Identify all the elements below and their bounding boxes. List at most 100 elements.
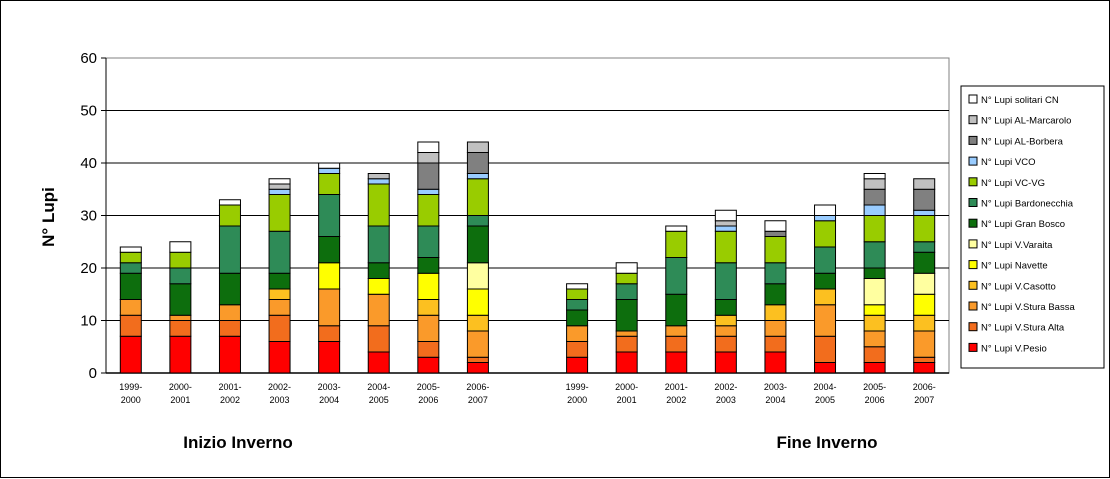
bar-segment-inizio-4-s2 bbox=[318, 288, 341, 327]
x-tick-label: 2000- bbox=[169, 382, 192, 392]
bar-segment-fine-4-s2 bbox=[764, 320, 787, 337]
x-tick-label: 2004- bbox=[814, 382, 837, 392]
legend-swatch bbox=[968, 156, 978, 166]
bar-segment-fine-7-s10 bbox=[913, 188, 936, 211]
bar-segment-inizio-7-s1 bbox=[466, 356, 489, 363]
bar-segment-fine-4-s1 bbox=[764, 335, 787, 353]
bar-segment-fine-6-s9 bbox=[863, 204, 886, 216]
bar-segment-inizio-1-s0 bbox=[169, 335, 192, 374]
bar-segment-fine-2-s12 bbox=[665, 225, 688, 232]
bar-segment-fine-0-s12 bbox=[566, 283, 589, 290]
bar-segment-fine-3-s2 bbox=[714, 325, 737, 337]
bar-segment-inizio-6-s8 bbox=[417, 194, 440, 227]
bar-segment-fine-5-s2 bbox=[814, 304, 837, 337]
bar-segment-fine-1-s7 bbox=[615, 283, 638, 300]
bar-segment-inizio-6-s1 bbox=[417, 341, 440, 358]
bar-segment-inizio-1-s8 bbox=[169, 251, 192, 269]
x-tick-label: 2006- bbox=[466, 382, 489, 392]
x-tick-label: 2000 bbox=[567, 395, 587, 405]
legend-swatch bbox=[968, 177, 978, 187]
bar-segment-inizio-4-s4 bbox=[318, 262, 341, 290]
bar-segment-fine-1-s8 bbox=[615, 272, 638, 285]
bar-segment-fine-3-s3 bbox=[714, 314, 737, 327]
group-label-inizio-inverno: Inizio Inverno bbox=[183, 433, 293, 452]
bar-segment-inizio-7-s8 bbox=[466, 178, 489, 216]
bar-segment-fine-7-s7 bbox=[913, 241, 936, 253]
bar-segment-inizio-5-s11 bbox=[367, 173, 390, 180]
bar-segment-fine-1-s12 bbox=[615, 262, 638, 274]
x-tick-label: 2006 bbox=[865, 395, 885, 405]
legend-label: N° Lupi V.Pesio bbox=[981, 343, 1047, 354]
x-tick-label: 1999- bbox=[119, 382, 142, 392]
bar-segment-inizio-3-s6 bbox=[268, 272, 291, 290]
bar-segment-fine-0-s2 bbox=[566, 325, 589, 342]
bar-segment-fine-7-s6 bbox=[913, 251, 936, 274]
bar-segment-fine-0-s8 bbox=[566, 288, 589, 300]
bar-segment-fine-4-s12 bbox=[764, 220, 787, 232]
bar-segment-fine-6-s4 bbox=[863, 304, 886, 316]
bar-segment-inizio-7-s11 bbox=[466, 141, 489, 153]
x-tick-label: 2002 bbox=[666, 395, 686, 405]
legend-swatch bbox=[968, 239, 978, 249]
bar-segment-inizio-0-s7 bbox=[119, 262, 142, 274]
bar-segment-fine-1-s1 bbox=[615, 335, 638, 353]
x-tick-label: 2001 bbox=[617, 395, 637, 405]
bar-segment-inizio-0-s2 bbox=[119, 299, 142, 316]
bar-segment-inizio-3-s3 bbox=[268, 288, 291, 300]
bar-segment-fine-2-s1 bbox=[665, 335, 688, 353]
bar-segment-inizio-5-s7 bbox=[367, 225, 390, 264]
bar-segment-inizio-0-s8 bbox=[119, 251, 142, 264]
bar-segment-fine-5-s7 bbox=[814, 246, 837, 274]
bar-segment-inizio-5-s6 bbox=[367, 262, 390, 279]
bar-segment-inizio-6-s12 bbox=[417, 141, 440, 153]
x-tick-label: 2006- bbox=[913, 382, 936, 392]
bar-segment-inizio-0-s1 bbox=[119, 314, 142, 337]
bar-segment-inizio-6-s3 bbox=[417, 299, 440, 316]
bar-segment-fine-1-s2 bbox=[615, 330, 638, 337]
x-tick-label: 2003- bbox=[318, 382, 341, 392]
legend-swatch bbox=[968, 115, 978, 125]
bar-segment-inizio-0-s6 bbox=[119, 272, 142, 300]
legend-label: N° Lupi VC-VG bbox=[981, 178, 1045, 189]
bar-segment-fine-5-s9 bbox=[814, 215, 837, 222]
bar-segment-fine-3-s7 bbox=[714, 262, 737, 300]
bar-segment-inizio-7-s6 bbox=[466, 225, 489, 264]
bar-segment-fine-7-s9 bbox=[913, 209, 936, 216]
bar-segment-fine-7-s11 bbox=[913, 178, 936, 190]
bar-segment-fine-6-s3 bbox=[863, 314, 886, 332]
bar-segment-inizio-1-s6 bbox=[169, 283, 192, 316]
bar-segment-inizio-3-s9 bbox=[268, 188, 291, 195]
legend-swatch bbox=[968, 94, 978, 104]
bar-segment-fine-5-s0 bbox=[814, 362, 837, 374]
bar-segment-inizio-1-s7 bbox=[169, 267, 192, 285]
bar-segment-inizio-6-s9 bbox=[417, 188, 440, 195]
bar-segment-inizio-0-s0 bbox=[119, 335, 142, 374]
bar-segment-inizio-7-s9 bbox=[466, 173, 489, 180]
x-tick-label: 1999- bbox=[566, 382, 589, 392]
bar-segment-fine-4-s10 bbox=[764, 230, 787, 237]
bar-segment-inizio-7-s10 bbox=[466, 152, 489, 174]
bar-segment-fine-1-s0 bbox=[615, 351, 638, 374]
bar-segment-fine-4-s3 bbox=[764, 304, 787, 321]
bar-segment-fine-7-s3 bbox=[913, 314, 936, 332]
legend-swatch bbox=[968, 135, 978, 145]
bar-segment-inizio-3-s8 bbox=[268, 194, 291, 232]
bar-segment-fine-5-s12 bbox=[814, 204, 837, 216]
bar-segment-fine-2-s2 bbox=[665, 325, 688, 337]
x-tick-label: 2002- bbox=[714, 382, 737, 392]
bar-segment-fine-2-s7 bbox=[665, 257, 688, 295]
legend-label: N° Lupi Bardonecchia bbox=[981, 199, 1074, 210]
bar-segment-inizio-7-s7 bbox=[466, 215, 489, 227]
bar-segment-fine-7-s5 bbox=[913, 272, 936, 295]
bar-segment-inizio-4-s6 bbox=[318, 236, 341, 264]
legend-label: N° Lupi Navette bbox=[981, 261, 1048, 272]
bar-segment-inizio-2-s8 bbox=[218, 204, 241, 227]
bar-segment-fine-2-s0 bbox=[665, 351, 688, 374]
bar-segment-fine-0-s7 bbox=[566, 299, 589, 311]
legend-label: N° Lupi V.Varaita bbox=[981, 240, 1053, 251]
bar-segment-fine-6-s2 bbox=[863, 330, 886, 348]
bar-segment-fine-0-s1 bbox=[566, 341, 589, 358]
bar-segment-inizio-2-s0 bbox=[218, 335, 241, 374]
bar-segment-fine-2-s8 bbox=[665, 230, 688, 258]
